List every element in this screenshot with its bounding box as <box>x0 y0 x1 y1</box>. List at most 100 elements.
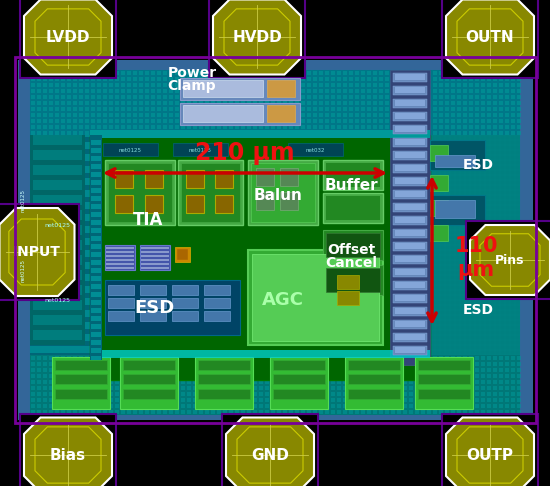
Bar <box>30 286 90 293</box>
Bar <box>295 113 299 117</box>
Bar <box>409 107 413 111</box>
Polygon shape <box>213 0 301 74</box>
Bar <box>241 368 245 372</box>
Bar <box>229 374 233 378</box>
Bar <box>259 374 263 378</box>
Bar <box>415 356 419 360</box>
Bar <box>439 392 443 396</box>
Bar <box>265 368 269 372</box>
Bar <box>505 125 509 129</box>
Bar <box>205 398 209 402</box>
Bar <box>295 410 299 414</box>
Text: ESD: ESD <box>463 158 493 172</box>
Bar <box>30 358 90 365</box>
Bar <box>445 71 449 75</box>
Bar <box>445 89 449 93</box>
Bar <box>241 89 245 93</box>
Bar <box>403 101 407 105</box>
Bar <box>205 83 209 87</box>
Bar <box>73 95 77 99</box>
Bar <box>43 77 47 81</box>
Bar <box>343 95 347 99</box>
Bar <box>247 392 251 396</box>
Bar <box>193 113 197 117</box>
Bar <box>157 368 161 372</box>
Bar <box>97 392 101 396</box>
Bar <box>265 374 269 378</box>
Bar <box>106 263 134 265</box>
Bar <box>331 386 335 390</box>
Bar <box>385 380 389 384</box>
Bar <box>115 131 119 135</box>
Bar <box>487 113 491 117</box>
Bar <box>319 392 323 396</box>
Bar <box>108 285 134 295</box>
Bar <box>463 95 467 99</box>
Bar <box>151 83 155 87</box>
Bar <box>253 368 257 372</box>
Bar <box>421 131 425 135</box>
Bar <box>517 95 521 99</box>
Bar <box>223 356 227 360</box>
Bar <box>439 77 443 81</box>
Bar <box>241 386 245 390</box>
Bar <box>457 410 461 414</box>
Bar <box>301 398 305 402</box>
Bar <box>445 83 449 87</box>
Bar <box>319 101 323 105</box>
Bar <box>385 77 389 81</box>
Bar <box>427 386 431 390</box>
Bar <box>259 380 263 384</box>
Bar <box>349 131 353 135</box>
Bar <box>331 410 335 414</box>
Bar <box>385 404 389 408</box>
Bar <box>97 398 101 402</box>
Bar <box>229 119 233 123</box>
Bar <box>451 131 455 135</box>
Bar <box>193 131 197 135</box>
Bar <box>395 113 425 119</box>
Bar <box>20 414 116 486</box>
Bar <box>30 70 90 415</box>
Bar <box>37 113 41 117</box>
Bar <box>241 71 245 75</box>
Bar <box>79 77 83 81</box>
Bar <box>115 195 133 213</box>
Bar <box>445 362 449 366</box>
Bar <box>127 374 131 378</box>
Bar <box>348 389 400 399</box>
Bar <box>493 398 497 402</box>
Bar <box>295 356 299 360</box>
Text: Offset: Offset <box>327 243 375 257</box>
Bar <box>151 95 155 99</box>
Bar <box>451 95 455 99</box>
Bar <box>393 229 427 238</box>
Bar <box>289 113 293 117</box>
Bar <box>247 404 251 408</box>
Bar <box>223 410 227 414</box>
Bar <box>121 368 125 372</box>
Bar <box>487 77 491 81</box>
Bar <box>49 101 53 105</box>
Bar <box>253 119 257 123</box>
Bar <box>395 347 425 353</box>
Bar <box>475 107 479 111</box>
Bar <box>487 398 491 402</box>
Bar <box>499 83 503 87</box>
Bar <box>31 89 35 93</box>
Bar <box>439 410 443 414</box>
Bar <box>259 113 263 117</box>
Bar <box>517 398 521 402</box>
Bar <box>175 410 179 414</box>
Bar <box>421 107 425 111</box>
Bar <box>271 404 275 408</box>
Bar <box>103 101 107 105</box>
Bar <box>255 135 430 380</box>
Bar <box>97 95 101 99</box>
Bar <box>169 368 173 372</box>
Bar <box>211 374 215 378</box>
Bar <box>395 165 425 171</box>
Bar <box>367 131 371 135</box>
Bar <box>55 404 59 408</box>
Bar <box>163 101 167 105</box>
